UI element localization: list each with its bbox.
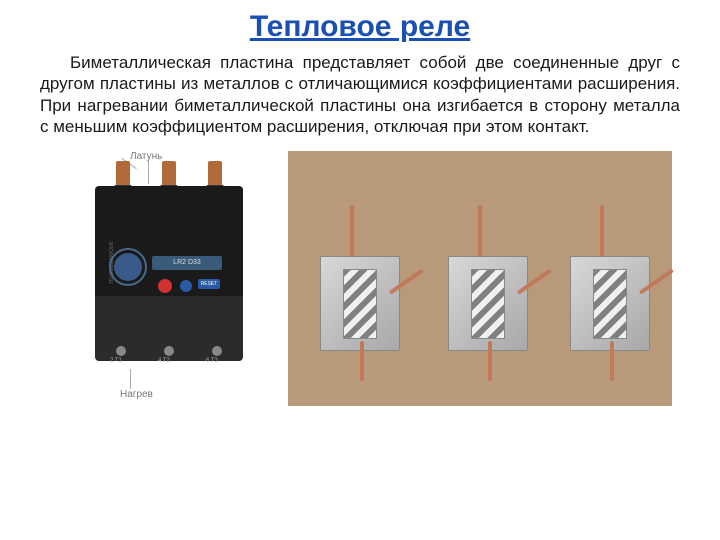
strip-wire-icon [600,205,604,257]
bimetallic-strips-image [288,151,672,406]
relay-screw-icon [164,346,174,356]
bimetallic-strip-icon [560,211,660,361]
relay-screw-icon [212,346,222,356]
relay-terminal-label: 4 T2 [158,358,170,364]
strip-wire-icon [610,341,614,381]
strip-wire-icon [360,341,364,381]
relay-reset-label: RESET [198,279,220,289]
relay-screw-icon [116,346,126,356]
thermal-relay-image: Латунь TELEMECANIQUE LR2 D33 RESET 2 T1 [40,151,270,406]
callout-line [130,369,131,389]
strip-inner-icon [471,269,505,339]
slide: Тепловое реле Биметаллическая пластина п… [0,0,720,540]
images-row: Латунь TELEMECANIQUE LR2 D33 RESET 2 T1 [40,151,680,406]
relay-dial-icon [114,253,142,281]
bimetallic-strip-icon [310,211,410,361]
strip-wire-icon [478,205,482,257]
callout-heat: Нагрев [120,389,153,400]
relay-terminal-label: 6 T3 [206,358,218,364]
relay-model-label: LR2 D33 [152,256,222,270]
relay-terminal-icon [116,161,130,187]
relay-red-button-icon [158,279,172,293]
strip-bracket-icon [570,256,650,351]
callout-brass: Латунь [130,151,162,162]
relay-blue-button-icon [180,280,192,292]
body-paragraph: Биметаллическая пластина представляет со… [40,52,680,137]
relay-terminal-icon [208,161,222,187]
strip-inner-icon [593,269,627,339]
strip-wire-icon [350,205,354,257]
slide-title: Тепловое реле [40,10,680,44]
relay-terminal-label: 2 T1 [110,358,122,364]
strip-inner-icon [343,269,377,339]
relay-terminal-icon [162,161,176,187]
callout-line [148,160,149,184]
strip-wire-icon [488,341,492,381]
strip-bracket-icon [448,256,528,351]
strip-bracket-icon [320,256,400,351]
bimetallic-strip-icon [438,211,538,361]
